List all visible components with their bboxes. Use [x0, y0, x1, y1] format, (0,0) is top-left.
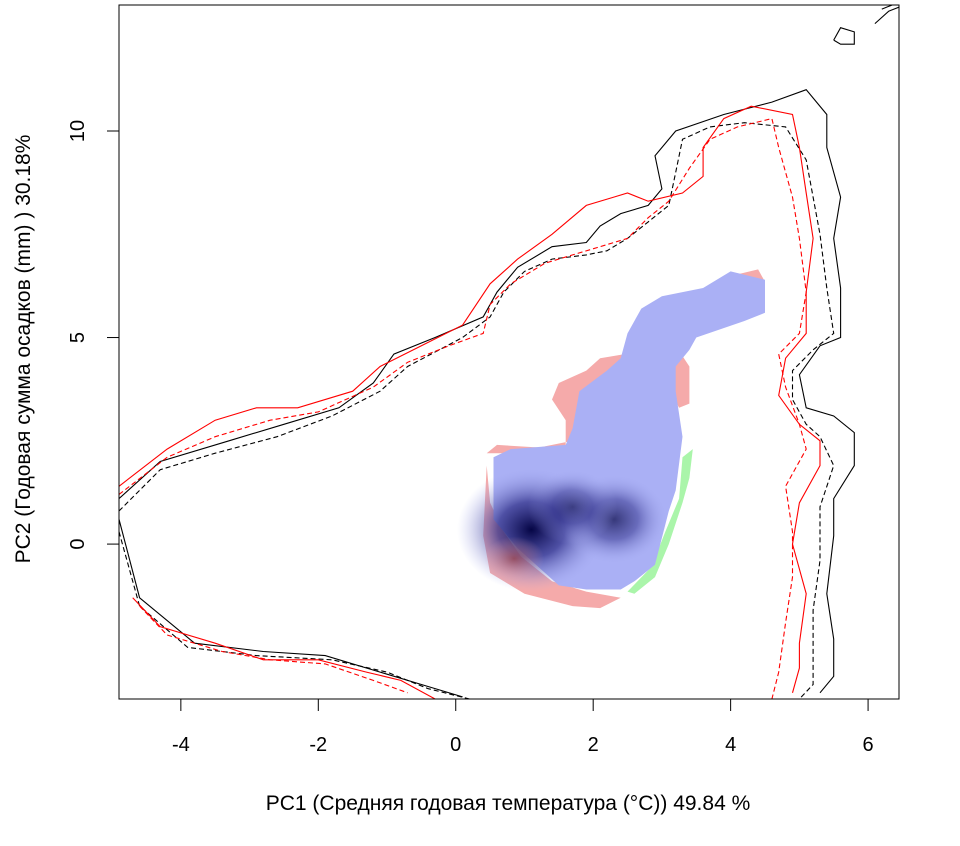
- y-tick-label: 5: [67, 332, 89, 343]
- x-axis-title: PC1 (Средняя годовая температура (°C)) 4…: [266, 792, 751, 815]
- x-tick-label: -2: [309, 734, 327, 756]
- contour-line-5: [119, 519, 463, 698]
- density-peak-red-edge: [484, 536, 545, 581]
- y-tick-label: 10: [67, 120, 89, 142]
- contour-line-7: [132, 597, 436, 699]
- contour-line-2: [119, 122, 835, 699]
- x-tick-label: -4: [172, 734, 190, 756]
- y-tick-label: 0: [67, 539, 89, 550]
- plot-area: [119, 5, 899, 699]
- contour-line-6: [119, 531, 470, 699]
- y-axis: 0 5 10: [67, 120, 120, 550]
- contour-line-11: [881, 5, 893, 10]
- contour-layer: [119, 5, 899, 699]
- x-axis: -4 -2 0 2 4 6: [172, 698, 874, 756]
- x-tick-label: 2: [588, 734, 599, 756]
- x-tick-label: 4: [725, 734, 736, 756]
- x-tick-label: 0: [450, 734, 461, 756]
- contour-line-3: [119, 105, 821, 693]
- density-peak-3: [527, 469, 618, 545]
- y-axis-title: PC2 (Годовая сумма осадков (mm) ) 30.18%: [12, 135, 35, 564]
- contour-line-10: [874, 6, 899, 25]
- contour-line-1: [119, 89, 855, 694]
- density-peak-layer: [456, 467, 668, 592]
- x-tick-label: 6: [863, 734, 874, 756]
- contour-line-4: [119, 117, 807, 699]
- contour-line-9: [833, 27, 855, 45]
- plot-frame: [118, 4, 900, 700]
- contour-line-8: [139, 605, 408, 694]
- green-extension-region: [627, 449, 693, 594]
